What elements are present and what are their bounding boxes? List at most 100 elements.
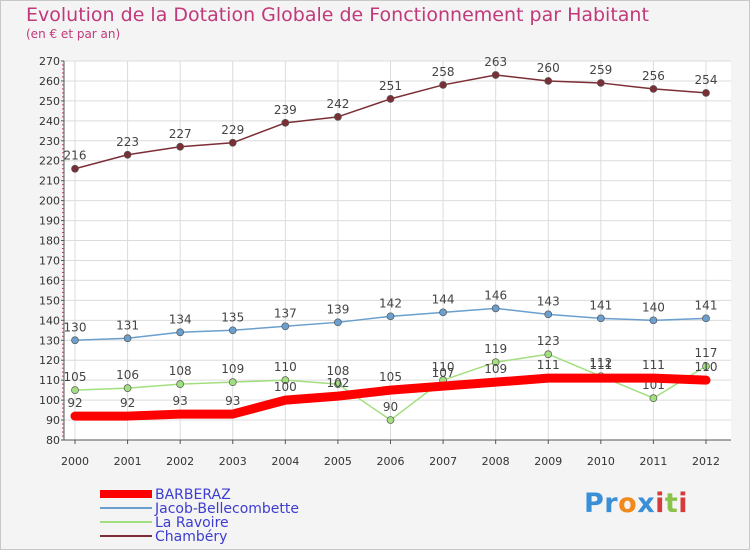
data-point [228, 410, 237, 419]
x-tick-label-2007: 2007 [429, 455, 457, 468]
data-label: 110 [432, 360, 455, 374]
proxiti-logo: Proxiti [584, 488, 688, 519]
y-tick-label-130: 130 [39, 334, 60, 347]
data-label: 143 [537, 294, 560, 308]
data-point [176, 410, 185, 419]
x-tick-label-2006: 2006 [377, 455, 405, 468]
data-label: 119 [484, 342, 507, 356]
data-label: 256 [642, 69, 665, 83]
data-label: 223 [116, 135, 139, 149]
x-tick-label-2012: 2012 [692, 455, 720, 468]
data-label: 111 [642, 358, 665, 372]
data-label: 229 [221, 123, 244, 137]
y-tick-label-150: 150 [39, 294, 60, 307]
data-label: 242 [326, 97, 349, 111]
data-label: 93 [173, 394, 188, 408]
y-tick-label-80: 80 [46, 434, 60, 447]
data-point [439, 382, 448, 391]
data-point [333, 392, 342, 401]
x-tick-label-2002: 2002 [166, 455, 194, 468]
data-label: 134 [169, 312, 192, 326]
x-tick-label-2003: 2003 [219, 455, 247, 468]
legend-label-1: Jacob-Bellecombette [154, 501, 299, 517]
data-point [71, 336, 79, 345]
y-tick-label-90: 90 [46, 414, 60, 427]
y-tick-label-220: 220 [39, 155, 60, 168]
data-label: 109 [221, 362, 244, 376]
data-label: 258 [432, 65, 455, 79]
x-tick-label-2010: 2010 [587, 455, 615, 468]
legend-label-2: La Ravoire [155, 515, 229, 531]
data-point [386, 312, 395, 321]
legend-label-0: BARBERAZ [155, 487, 231, 503]
data-point [334, 380, 342, 388]
data-point [123, 150, 132, 159]
data-label: 259 [589, 63, 612, 77]
data-point [702, 314, 710, 323]
data-label: 260 [537, 61, 560, 75]
y-tick-label-250: 250 [39, 95, 60, 108]
data-point [123, 384, 132, 392]
y-tick-label-240: 240 [39, 115, 60, 128]
data-label: 111 [589, 358, 612, 372]
logo-letter: t [664, 488, 679, 519]
logo-letter: r [604, 488, 619, 519]
data-label: 239 [274, 103, 297, 117]
data-label: 110 [695, 360, 718, 374]
x-tick-label-2008: 2008 [482, 455, 510, 468]
y-tick-label-190: 190 [39, 215, 60, 228]
data-point [281, 322, 290, 331]
y-tick-label-230: 230 [39, 135, 60, 148]
data-label: 93 [225, 394, 240, 408]
data-label: 90 [383, 400, 398, 414]
y-tick-label-120: 120 [39, 354, 60, 367]
x-tick-label-2004: 2004 [271, 455, 299, 468]
data-point [386, 416, 395, 424]
data-label: 112 [589, 356, 612, 370]
data-label: 141 [695, 298, 718, 312]
data-point [544, 374, 553, 383]
logo-letter: i [678, 488, 689, 519]
data-label: 135 [221, 310, 244, 324]
data-point [176, 328, 185, 337]
x-tick-label-2001: 2001 [114, 455, 142, 468]
data-label: 216 [64, 149, 87, 163]
y-tick-label-180: 180 [39, 235, 60, 248]
data-label: 146 [484, 288, 507, 302]
data-point [439, 308, 447, 317]
data-label: 227 [169, 127, 192, 141]
data-label: 92 [120, 396, 135, 410]
data-point [491, 378, 500, 387]
data-label: 106 [116, 368, 139, 382]
data-point [386, 95, 395, 103]
data-point [491, 358, 500, 367]
data-point [281, 396, 290, 405]
y-tick-label-100: 100 [39, 394, 60, 407]
x-tick-label-2011: 2011 [639, 455, 667, 468]
chart-title: Evolution de la Dotation Globale de Fonc… [26, 4, 649, 26]
data-label: 108 [169, 364, 192, 378]
y-tick-label-210: 210 [39, 175, 60, 188]
data-point [596, 79, 605, 87]
data-point [228, 326, 237, 335]
logo-letter: x [637, 488, 656, 519]
data-label: 137 [274, 306, 297, 320]
data-point [544, 310, 553, 319]
data-label: 141 [589, 298, 612, 312]
data-point [544, 350, 553, 359]
data-label: 108 [326, 364, 349, 378]
data-point [649, 85, 658, 93]
data-point [71, 164, 79, 173]
data-label: 131 [116, 318, 139, 332]
data-label: 110 [274, 360, 297, 374]
data-label: 109 [484, 362, 507, 376]
data-point [176, 380, 185, 388]
data-point [649, 394, 658, 402]
data-label: 251 [379, 79, 402, 93]
data-point [71, 412, 79, 421]
y-tick-label-270: 270 [39, 55, 60, 68]
y-tick-label-160: 160 [39, 274, 60, 287]
data-label: 111 [537, 358, 560, 372]
y-tick-label-200: 200 [39, 195, 60, 208]
data-label: 105 [379, 370, 402, 384]
